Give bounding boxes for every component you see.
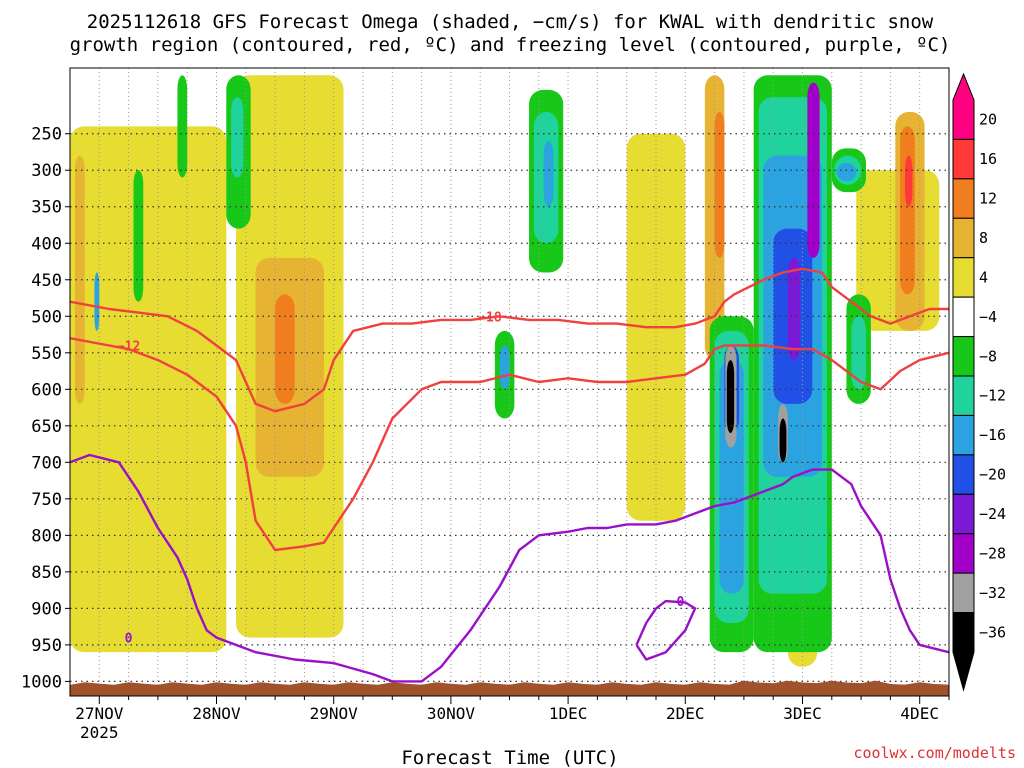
colorbar-label: −4 [979, 308, 997, 326]
y-tick-label: 850 [31, 563, 62, 583]
colorbar-swatch [952, 217, 975, 259]
colorbar-label: −20 [979, 466, 1006, 484]
omega-region [836, 162, 857, 182]
y-tick-label: 1000 [21, 672, 62, 692]
colorbar-swatch [952, 72, 975, 140]
colorbar-label: 12 [979, 190, 997, 208]
terrain-ground [70, 680, 949, 696]
grid-lines [70, 68, 949, 696]
y-tick-label: 500 [31, 307, 62, 327]
omega-region [177, 75, 188, 178]
colorbar-label: −24 [979, 505, 1006, 523]
y-tick-label: 350 [31, 198, 62, 218]
colorbar-swatch [952, 414, 975, 456]
colorbar-label: 20 [979, 111, 997, 129]
omega-region [94, 272, 100, 331]
colorbar-swatch [952, 178, 975, 219]
omega-region [905, 155, 913, 207]
colorbar-label: −16 [979, 426, 1006, 444]
y-tick-label: 450 [31, 271, 62, 291]
x-tick-label: 29NOV [310, 704, 359, 723]
y-tick-label: 800 [31, 526, 62, 546]
y-tick-label: 950 [31, 636, 62, 656]
x-tick-label: 2DEC [666, 704, 705, 723]
y-tick-label: 700 [31, 453, 62, 473]
chart-title-line2: growth region (contoured, red, ºC) and f… [70, 34, 951, 56]
colorbar-label: −12 [979, 387, 1006, 405]
y-tick-label: 400 [31, 234, 62, 254]
colorbar-label: −28 [979, 544, 1006, 562]
plot-area: −12−18 00 [70, 68, 949, 696]
chart-title-line1: 2025112618 GFS Forecast Omega (shaded, −… [87, 11, 934, 33]
dendritic-contour-label: −18 [478, 310, 502, 325]
omega-region [499, 345, 510, 390]
y-tick-label: 750 [31, 490, 62, 510]
colorbar-swatch [952, 138, 975, 180]
freezing-contour-label: 0 [125, 632, 133, 647]
colorbar-swatch [952, 612, 975, 692]
x-axis-label: Forecast Time (UTC) [401, 747, 618, 768]
y-tick-label: 600 [31, 380, 62, 400]
x-tick-label: 3DEC [783, 704, 822, 723]
dendritic-contour-line [70, 267, 949, 413]
omega-region [133, 170, 144, 302]
omega-region [787, 257, 801, 361]
omega-region [543, 141, 554, 207]
freezing-contour-line [70, 453, 949, 683]
colorbar-label: 4 [979, 268, 988, 286]
colorbar-swatch [952, 454, 975, 495]
omega-region [726, 360, 735, 434]
x-tick-label: 28NOV [192, 704, 241, 723]
dendritic-growth-contours: −12 −18 [70, 267, 949, 552]
colorbar-label: 8 [979, 229, 988, 247]
colorbar-swatch [952, 493, 975, 535]
omega-region [275, 294, 295, 404]
colorbar-swatch [952, 336, 975, 377]
freezing-contour-label: 0 [677, 595, 685, 610]
y-tick-label: 250 [31, 125, 62, 145]
dendritic-contour-line [70, 337, 949, 552]
omega-region [714, 111, 725, 258]
x-tick-label: 1DEC [549, 704, 588, 723]
omega-region [851, 316, 866, 390]
credit-text: coolwx.com/modelts [853, 744, 1016, 762]
y-tick-label: 550 [31, 344, 62, 364]
colorbar-swatch [952, 257, 975, 298]
colorbar-swatch [952, 533, 975, 574]
x-tick-label: 4DEC [900, 704, 939, 723]
colorbar-swatch [952, 296, 975, 338]
freezing-level-contours: 00 [70, 453, 949, 683]
omega-region [74, 155, 85, 404]
x-tick-label: 27NOV [75, 704, 124, 723]
colorbar-swatch [952, 375, 975, 416]
y-tick-label: 900 [31, 599, 62, 619]
x-tick-label: 30NOV [427, 704, 476, 723]
omega-region [231, 97, 244, 178]
omega-region [900, 126, 915, 295]
y-axis: 250 300 350 400 450 500 550 600 650 700 750 800 850 9… [21, 125, 70, 692]
colorbar-label: −8 [979, 347, 997, 365]
x-tick-year-label: 2025 [80, 723, 119, 742]
colorbar-label: −32 [979, 584, 1006, 602]
colorbar-swatch [952, 572, 975, 614]
dendritic-contour-label: −12 [117, 339, 140, 354]
omega-region [779, 418, 787, 463]
y-tick-label: 300 [31, 161, 62, 181]
y-tick-label: 650 [31, 417, 62, 437]
freezing-contour-line [635, 599, 697, 661]
colorbar: 20 16 12 8 4 −4 −8 −12 −16 −20 −24 −28 −32 −36 [952, 72, 1006, 692]
colorbar-label: −36 [979, 623, 1006, 641]
colorbar-label: 16 [979, 150, 997, 168]
